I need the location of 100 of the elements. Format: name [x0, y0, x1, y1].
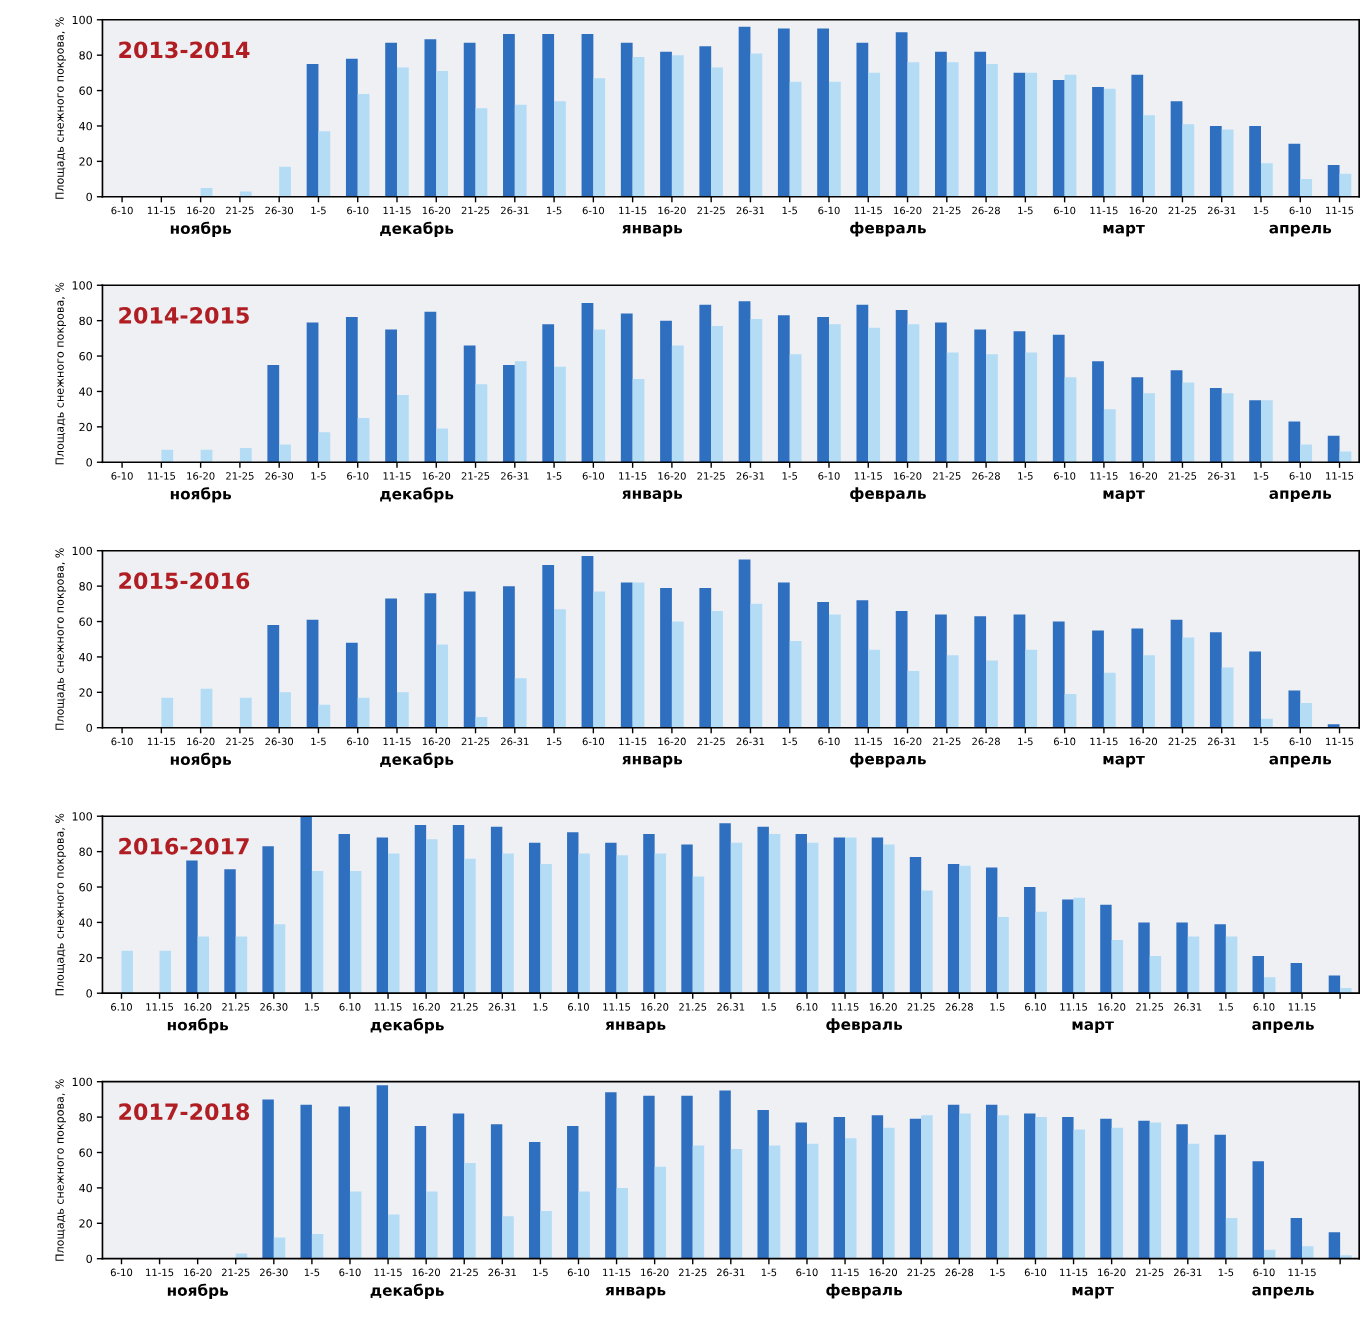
bar	[681, 844, 693, 994]
text: 2014-2015	[119, 306, 249, 324]
bar	[828, 614, 841, 728]
bar	[464, 1163, 476, 1259]
bar	[1024, 887, 1036, 994]
bar	[856, 42, 869, 197]
bar	[345, 642, 358, 728]
bar	[1073, 897, 1085, 994]
text: 2017-2018	[119, 1103, 250, 1121]
bar	[985, 867, 998, 994]
bar	[1263, 977, 1276, 994]
bar	[1111, 940, 1124, 994]
bar	[828, 81, 841, 197]
bar	[279, 444, 291, 463]
bar	[503, 33, 515, 197]
bar	[540, 864, 552, 994]
bar	[1062, 1117, 1074, 1259]
bar	[1131, 628, 1144, 728]
bar	[845, 1138, 857, 1259]
bar	[817, 28, 829, 197]
bar	[279, 692, 291, 728]
bar	[806, 1143, 819, 1259]
bar	[235, 936, 248, 994]
bar	[750, 53, 763, 197]
bar	[974, 329, 987, 463]
bar	[959, 865, 971, 994]
bar	[643, 1095, 655, 1259]
bar	[267, 625, 280, 728]
bar	[947, 864, 960, 994]
bar	[1143, 115, 1155, 197]
bar	[318, 432, 331, 463]
bar	[817, 317, 829, 463]
bar	[795, 1122, 807, 1259]
bar	[895, 32, 908, 197]
bar	[1187, 1143, 1200, 1259]
bar	[750, 318, 763, 463]
bar	[318, 131, 331, 197]
bar	[463, 345, 476, 463]
bar	[947, 1104, 960, 1259]
bar	[414, 825, 427, 994]
text: 2015-2016	[119, 572, 250, 590]
bar	[262, 846, 274, 994]
bar	[436, 71, 449, 197]
bar	[997, 1115, 1009, 1259]
bar	[1327, 164, 1340, 197]
bar	[1209, 387, 1222, 463]
bar	[632, 582, 645, 728]
bar	[681, 1095, 693, 1259]
bar	[1288, 143, 1301, 197]
bar	[1209, 125, 1222, 197]
bar	[974, 616, 987, 728]
bar	[828, 324, 841, 463]
bar	[593, 591, 606, 728]
bar	[581, 302, 594, 463]
bar	[475, 108, 488, 197]
bar	[1328, 1232, 1341, 1259]
bar	[463, 42, 476, 197]
bar	[554, 101, 566, 197]
bar	[376, 837, 389, 994]
bar	[738, 559, 751, 728]
bar	[426, 839, 438, 994]
bar	[1209, 632, 1222, 728]
bar	[1138, 1120, 1150, 1259]
bar	[946, 62, 959, 197]
bar	[1170, 370, 1183, 463]
bar	[1138, 922, 1150, 994]
bar	[1100, 904, 1112, 994]
bar	[376, 1085, 389, 1259]
bar	[768, 1145, 781, 1259]
bar	[388, 853, 400, 994]
bar	[660, 587, 672, 728]
bar	[1249, 125, 1261, 197]
bar	[239, 697, 252, 728]
bar	[357, 94, 370, 197]
bar	[1103, 672, 1116, 728]
bar	[1013, 614, 1026, 728]
bar	[385, 42, 397, 197]
bar	[396, 692, 409, 728]
bar	[907, 324, 920, 463]
bar	[777, 28, 790, 197]
bar	[711, 325, 723, 463]
bar	[262, 1099, 274, 1259]
bar	[273, 924, 286, 994]
bar	[1249, 400, 1261, 463]
bar	[554, 366, 566, 463]
bar	[424, 593, 437, 728]
bar	[738, 301, 751, 463]
bar	[671, 55, 684, 197]
bar	[503, 364, 515, 463]
bar	[1221, 667, 1234, 728]
bar	[1064, 74, 1077, 197]
bar	[186, 860, 198, 994]
bar	[1221, 129, 1234, 197]
bar	[654, 853, 667, 994]
bar	[514, 104, 527, 197]
bar	[789, 81, 802, 197]
bar	[239, 448, 252, 463]
text: 2016-2017	[119, 837, 249, 855]
bar	[1035, 911, 1047, 994]
bar	[845, 837, 857, 994]
